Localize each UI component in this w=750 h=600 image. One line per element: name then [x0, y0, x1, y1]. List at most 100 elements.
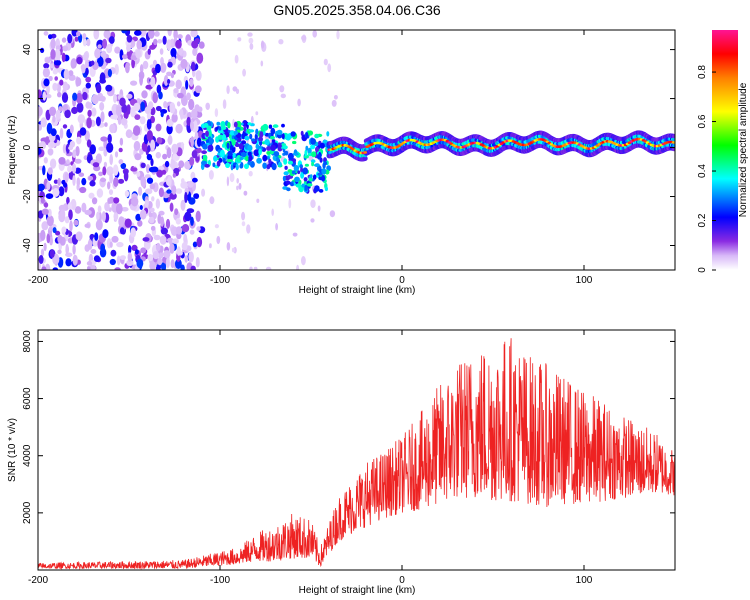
heatmap-blob — [292, 140, 297, 145]
heatmap-blob — [311, 161, 315, 167]
heatmap-blob — [304, 184, 308, 192]
heatmap-blob — [176, 101, 181, 107]
heatmap-blob — [163, 75, 169, 86]
heatmap-blob — [235, 163, 239, 171]
heatmap-blob — [95, 116, 101, 127]
heatmap-blob — [68, 74, 76, 81]
heatmap-blob — [108, 36, 115, 44]
heatmap-blob — [271, 139, 276, 143]
heatmap-blob — [70, 60, 76, 69]
heatmap-blob — [121, 30, 128, 34]
heatmap-blob — [64, 216, 70, 224]
heatmap-blob — [72, 149, 77, 158]
heatmap-blob — [205, 102, 210, 111]
heatmap-blob — [61, 226, 67, 234]
spectrogram-frame — [37, 29, 676, 271]
heatmap-blob — [146, 77, 151, 84]
heatmap-blob — [185, 80, 189, 90]
top-x-axis-label: Height of straight line (km) — [299, 285, 416, 296]
heatmap-blob — [139, 205, 143, 210]
heatmap-blob — [155, 63, 161, 74]
heatmap-blob — [43, 157, 48, 164]
heatmap-blob — [98, 95, 106, 102]
heatmap-blob — [42, 67, 51, 78]
heatmap-blob — [102, 38, 108, 49]
heatmap-blob — [131, 244, 138, 251]
heatmap-blob — [262, 123, 269, 131]
heatmap-blob — [86, 117, 92, 129]
heatmap-blob — [49, 158, 57, 169]
heatmap-blob — [163, 101, 168, 109]
heatmap-blob — [84, 58, 89, 70]
heatmap-blob — [314, 185, 320, 192]
heatmap-blob — [290, 182, 294, 187]
heatmap-blob — [50, 49, 56, 60]
heatmap-blob — [38, 147, 42, 155]
heatmap-blob — [163, 250, 171, 259]
heatmap-blob — [148, 166, 156, 173]
heatmap-blob — [262, 162, 267, 169]
heatmap-blob — [40, 47, 45, 54]
colorbar-tick-label: 0.4 — [697, 164, 708, 178]
heatmap-blob — [323, 157, 327, 163]
heatmap-blob — [281, 123, 285, 128]
heatmap-blob — [283, 158, 288, 165]
heatmap-blob — [213, 155, 218, 162]
heatmap-blob — [171, 143, 179, 154]
heatmap-blob — [248, 170, 253, 177]
heatmap-blob — [170, 259, 175, 268]
heatmap-blob — [72, 244, 76, 255]
heatmap-blob — [85, 82, 92, 89]
heatmap-blob — [105, 57, 112, 64]
heatmap-blob — [212, 162, 216, 168]
heatmap-blob — [100, 243, 106, 253]
heatmap-blob — [247, 144, 253, 152]
heatmap-blob — [306, 183, 313, 187]
heatmap-blob — [317, 205, 321, 212]
heatmap-blob — [88, 192, 95, 199]
heatmap-blob — [98, 146, 105, 152]
heatmap-blob — [38, 183, 45, 191]
heatmap-blob — [58, 186, 65, 197]
heatmap-blob — [92, 162, 100, 168]
heatmap-blob — [284, 165, 288, 170]
heatmap-blob — [120, 162, 127, 170]
heatmap-blob — [43, 202, 49, 208]
heatmap-blob — [315, 146, 319, 152]
heatmap-blob — [128, 245, 132, 254]
heatmap-blob — [194, 131, 199, 140]
heatmap-blob — [326, 131, 330, 137]
heatmap-blob — [166, 237, 174, 243]
heatmap-blob — [181, 242, 188, 251]
heatmap-blob — [167, 61, 173, 68]
heatmap-blob — [192, 48, 198, 56]
heatmap-blob — [42, 165, 46, 176]
heatmap-blob — [137, 220, 143, 227]
y-tick-label: 2000 — [22, 501, 33, 524]
heatmap-blob — [67, 202, 72, 210]
heatmap-blob — [52, 267, 59, 270]
heatmap-blob — [136, 171, 141, 177]
heatmap-blob — [204, 163, 210, 168]
heatmap-blob — [148, 216, 155, 224]
heatmap-blob — [76, 177, 81, 187]
heatmap-blob — [120, 118, 128, 126]
heatmap-blob — [201, 188, 206, 197]
heatmap-blob — [241, 211, 246, 221]
heatmap-blob — [83, 51, 89, 61]
heatmap-blob — [94, 48, 101, 59]
heatmap-blob — [153, 38, 158, 46]
heatmap-blob — [164, 160, 170, 168]
heatmap-blob — [190, 136, 194, 148]
heatmap-blob — [91, 107, 97, 117]
heatmap-blob — [81, 177, 87, 186]
snr-panel: -200 -100 0 100 2000 4000 6000 8000 Height of … — [7, 329, 676, 596]
heatmap-blob — [113, 93, 117, 103]
top-x-ticks: -200 -100 0 100 — [28, 30, 593, 286]
heatmap-blob — [236, 155, 242, 163]
heatmap-blob — [59, 79, 64, 86]
heatmap-blob — [140, 162, 146, 169]
heatmap-blob — [50, 142, 56, 148]
heatmap-blob — [85, 67, 89, 76]
heatmap-blob — [317, 154, 322, 160]
